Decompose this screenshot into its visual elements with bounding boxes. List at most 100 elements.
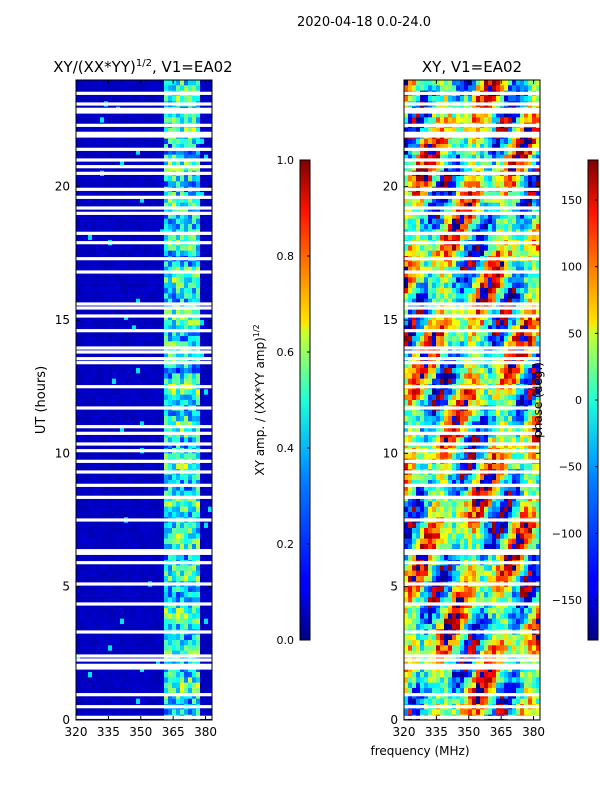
amp-cell <box>140 378 145 385</box>
amp-cell <box>144 261 149 268</box>
amp-cell <box>76 506 81 513</box>
amp-cell <box>100 208 105 214</box>
phase-cell <box>408 138 413 145</box>
amp-cell <box>76 218 81 225</box>
amp-cell <box>116 378 121 385</box>
amp-cell <box>104 506 109 513</box>
phase-cell <box>428 112 433 118</box>
amp-cell <box>184 570 189 577</box>
amp-cell <box>84 224 89 230</box>
amp-cell <box>164 320 169 326</box>
phase-cell <box>508 138 513 145</box>
amp-cell <box>196 282 201 289</box>
amp-cell <box>156 512 161 518</box>
phase-cell <box>524 176 529 182</box>
amp-cell <box>104 624 109 630</box>
phase-cell <box>476 112 481 118</box>
amp-cell <box>200 202 205 209</box>
amp-cell <box>104 352 109 358</box>
amp-cell <box>208 266 213 273</box>
amplitude-colorbar: 0.00.20.40.60.81.0 XY amp. / (XX*YY amp)… <box>252 154 311 647</box>
amp-cell <box>152 538 157 545</box>
amp-cell <box>80 266 85 273</box>
phase-cell <box>408 85 413 92</box>
amp-cell <box>180 149 185 156</box>
amp-cell <box>148 309 153 316</box>
amp-cell <box>176 416 181 422</box>
amp-cell <box>96 373 101 380</box>
amp-cell <box>92 309 97 316</box>
amp-cell <box>192 394 197 401</box>
amp-cell <box>208 528 213 534</box>
amp-cell <box>160 362 165 369</box>
amp-cell <box>76 128 81 134</box>
amp-cell <box>188 453 193 460</box>
amp-cell <box>88 138 93 145</box>
amp-cell <box>200 176 205 182</box>
phase-cell <box>532 138 537 145</box>
amp-cell <box>188 192 193 198</box>
amp-cell <box>100 624 105 630</box>
amp-cell <box>116 437 121 444</box>
amp-cell <box>156 485 161 492</box>
phase-cell <box>468 181 473 188</box>
amp-cell <box>132 640 137 646</box>
amp-cell <box>100 197 105 204</box>
amp-cell <box>88 554 93 561</box>
amp-cell <box>204 565 209 572</box>
amp-cell <box>192 416 197 422</box>
amp-cell <box>148 320 153 326</box>
amp-cell <box>188 528 193 534</box>
amp-cell <box>180 538 185 545</box>
amp-cell <box>168 597 173 604</box>
amp-cell <box>208 634 213 641</box>
amp-cell <box>208 176 213 182</box>
amp-cell <box>112 261 117 268</box>
amp-cell <box>160 592 165 598</box>
phase-cell <box>432 128 437 134</box>
amp-cell <box>96 378 101 385</box>
phase-cell <box>424 80 429 86</box>
amp-cell <box>120 250 125 257</box>
amp-cell <box>164 512 169 518</box>
amp-flag-stripe <box>76 582 212 586</box>
amp-cell <box>140 202 145 209</box>
amp-cell <box>164 672 169 678</box>
amp-cell <box>136 362 141 369</box>
phase-cell <box>496 154 501 161</box>
amp-cell <box>172 464 177 470</box>
phase-cell <box>484 192 489 198</box>
amp-cell <box>120 330 125 337</box>
phase-cell <box>424 112 429 118</box>
amp-cell <box>172 565 177 572</box>
phase-cell <box>524 160 529 166</box>
amp-cell <box>88 586 93 593</box>
phase-cell <box>436 138 441 145</box>
phase-cell <box>528 192 533 198</box>
amp-cell <box>76 202 81 209</box>
amp-cell <box>108 416 113 422</box>
amp-cell <box>100 160 105 166</box>
amp-cell <box>176 336 181 342</box>
amp-cell <box>132 176 137 182</box>
amp-cell <box>208 688 213 694</box>
amp-cell <box>80 506 85 513</box>
amp-cell <box>168 709 173 716</box>
amp-cell <box>164 389 169 396</box>
phase-cell <box>432 202 437 209</box>
phase-cell <box>512 128 517 134</box>
amp-cell <box>208 576 213 582</box>
amp-cell <box>168 688 173 694</box>
phase-cell <box>512 112 517 118</box>
amp-flag-stripe <box>76 306 212 310</box>
phase-cell <box>496 181 501 188</box>
amp-cell <box>180 154 185 161</box>
amp-cell <box>84 160 89 166</box>
amp-cell <box>176 202 181 209</box>
amp-cell <box>168 672 173 678</box>
phase-cell <box>484 117 489 124</box>
amp-cell <box>124 490 129 497</box>
amp-cell <box>184 554 189 561</box>
amp-cell <box>144 597 149 604</box>
phase-cell <box>524 96 529 102</box>
